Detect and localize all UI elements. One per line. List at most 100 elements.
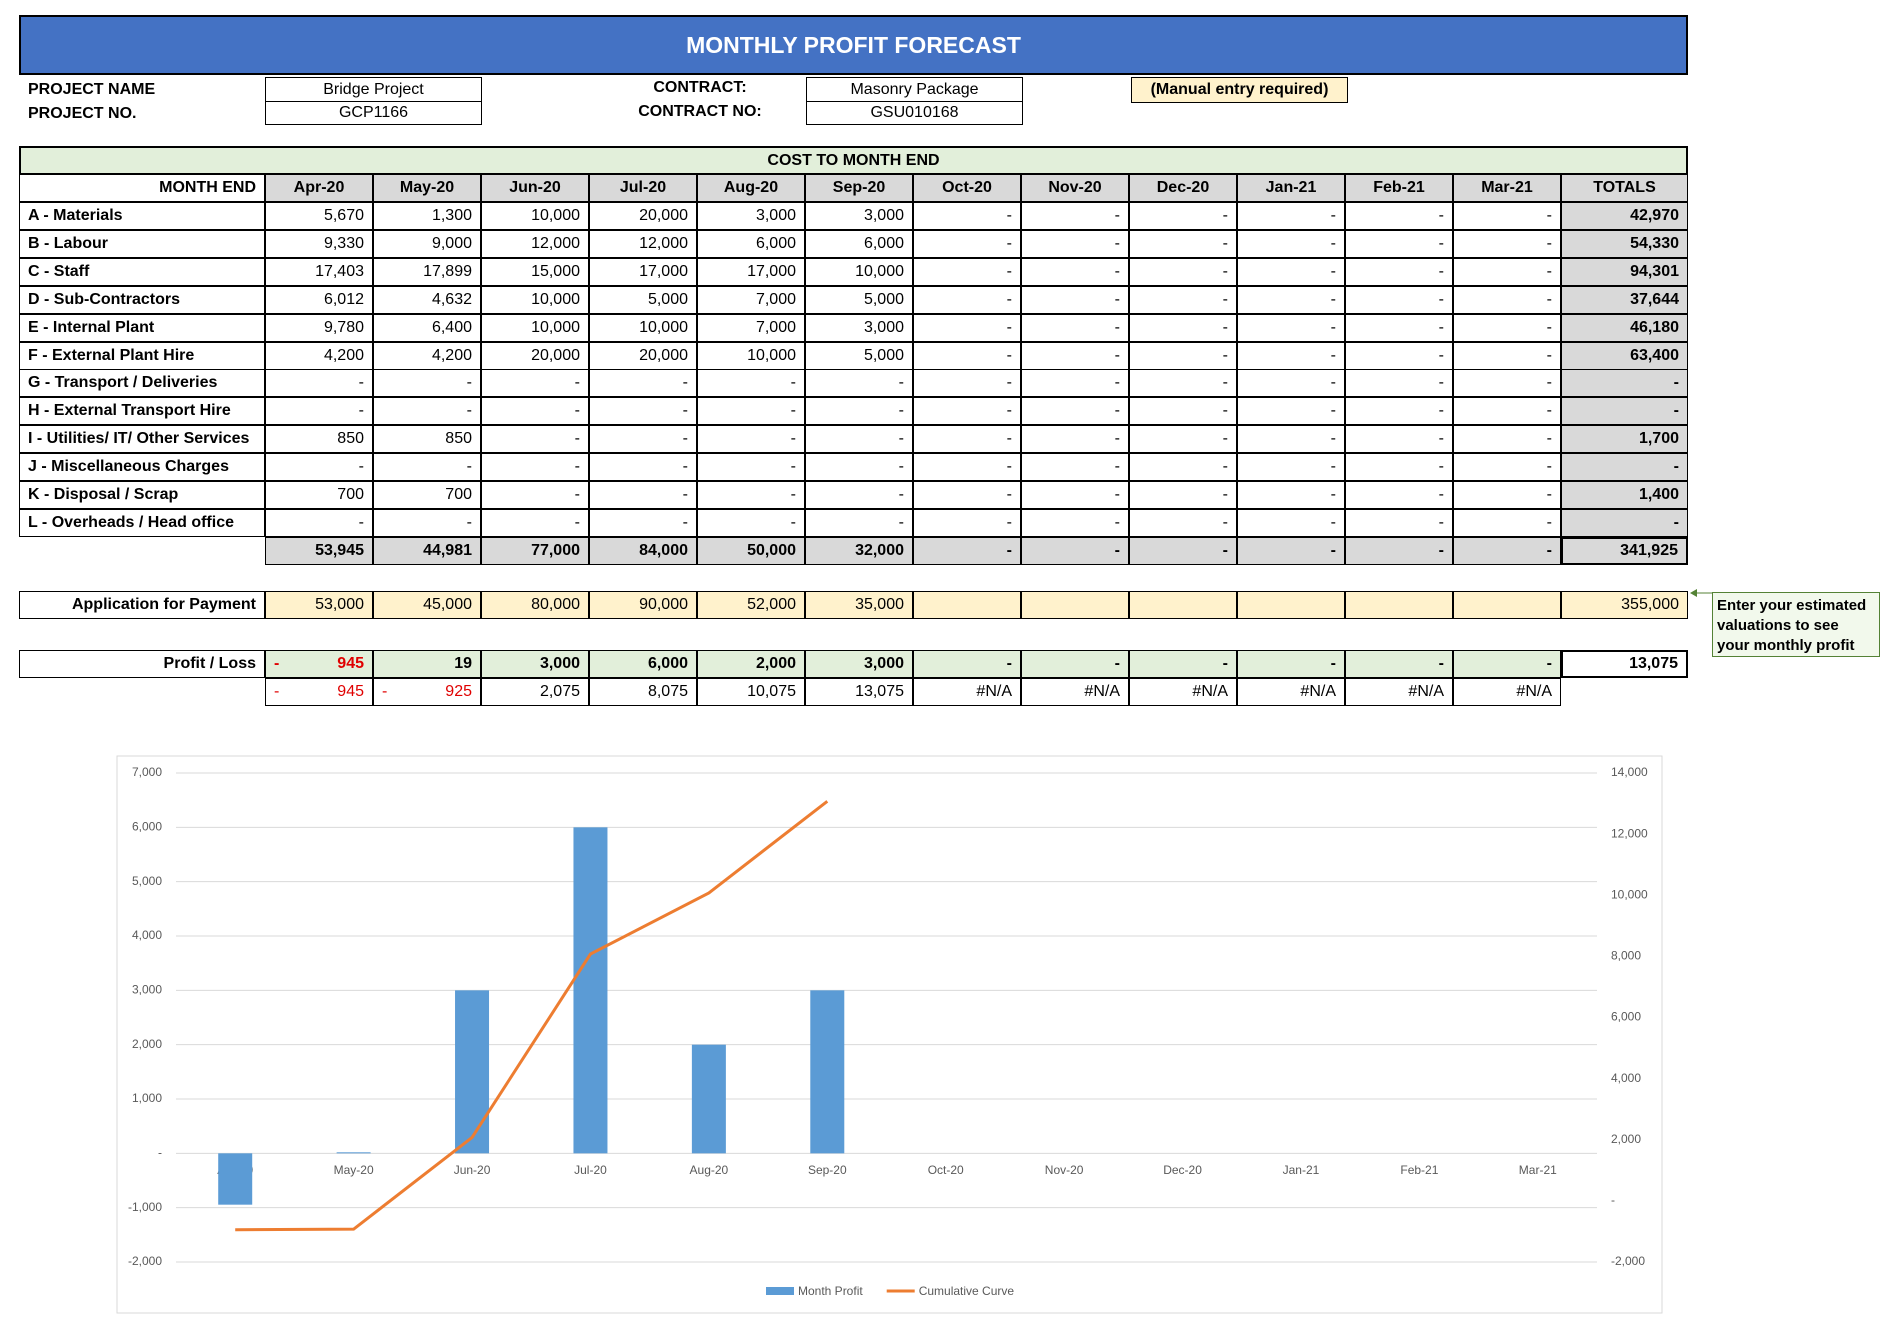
y2-tick-label: 8,000 (1611, 949, 1641, 963)
cell: - (589, 453, 697, 482)
cell: Dec-20 (1129, 174, 1237, 202)
neg-amount: 945 (337, 683, 364, 700)
cell: - (913, 341, 1021, 370)
legend-label: Month Profit (798, 1284, 863, 1298)
x-tick-label: Jun-20 (454, 1163, 491, 1177)
cell: 53,000 (265, 591, 373, 619)
note-line: valuations to see (1717, 617, 1839, 634)
cell: I - Utilities/ IT/ Other Services (19, 425, 265, 454)
neg-amount: 925 (445, 683, 472, 700)
cell: Aug-20 (697, 174, 805, 202)
neg-sign: - (274, 683, 280, 700)
cell: - (265, 397, 373, 426)
x-tick-label: Aug-20 (690, 1163, 729, 1177)
cell: Nov-20 (1021, 174, 1129, 202)
cell: - (373, 397, 481, 426)
cell: - (1021, 313, 1129, 342)
cell: - (913, 536, 1021, 565)
x-tick-label: Dec-20 (1163, 1163, 1202, 1177)
cell: 5,000 (805, 341, 913, 370)
cell: - (1237, 257, 1345, 286)
cell: - (805, 369, 913, 398)
cell: 10,000 (589, 313, 697, 342)
y-tick-label: 3,000 (132, 983, 162, 997)
cell: - (1345, 397, 1453, 426)
cell: 850 (265, 425, 373, 454)
cell: - (913, 313, 1021, 342)
x-tick-label: Jul-20 (574, 1163, 607, 1177)
y-tick-label: 7,000 (132, 765, 162, 779)
cell: Feb-21 (1345, 174, 1453, 202)
cell: - (1129, 369, 1237, 398)
cell: May-20 (373, 174, 481, 202)
cell: 77,000 (481, 536, 589, 565)
cell: 3,000 (805, 650, 913, 678)
label: CONTRACT NO: (638, 103, 762, 120)
cell: - (805, 508, 913, 537)
cell: - (1345, 369, 1453, 398)
cell: - (697, 481, 805, 509)
cell: - (1021, 650, 1129, 678)
cell: - (805, 481, 913, 509)
y-tick-label: - (158, 1146, 162, 1160)
cell: 10,000 (805, 257, 913, 286)
cell: - (1561, 508, 1688, 537)
cell: - (1453, 229, 1561, 258)
cell: - (697, 508, 805, 537)
cell (1129, 591, 1237, 619)
cell: - (1021, 285, 1129, 314)
cell: - (1561, 453, 1688, 482)
cell: 355,000 (1561, 591, 1688, 619)
cell: - (1021, 341, 1129, 370)
cell: 5,000 (589, 285, 697, 314)
cell (1237, 591, 1345, 619)
cell: - (1129, 453, 1237, 482)
cell: Mar-21 (1453, 174, 1561, 202)
cell: 1,300 (373, 202, 481, 230)
cell: 17,000 (697, 257, 805, 286)
cell: - (1237, 313, 1345, 342)
cell: - (1021, 536, 1129, 565)
cell: #N/A (1021, 678, 1129, 706)
bar (336, 1152, 371, 1154)
x-tick-label: Oct-20 (928, 1163, 964, 1177)
cell: - (1237, 481, 1345, 509)
cell: - (1345, 202, 1453, 230)
cell: - (1237, 369, 1345, 398)
cell: - (1453, 508, 1561, 537)
cell: - (1345, 285, 1453, 314)
cell: 1,400 (1561, 481, 1688, 509)
cell: - (913, 285, 1021, 314)
y2-tick-label: 12,000 (1611, 826, 1648, 840)
y-tick-label: -2,000 (128, 1254, 162, 1268)
cell: 94,301 (1561, 257, 1688, 286)
cell: 84,000 (589, 536, 697, 565)
cell: 10,000 (481, 313, 589, 342)
cell: - (589, 425, 697, 454)
cell: - 945 (265, 678, 373, 706)
cell: 20,000 (589, 341, 697, 370)
cell: 13,075 (1561, 650, 1688, 678)
cell: - (697, 453, 805, 482)
cell: 12,000 (589, 229, 697, 258)
cell: #N/A (1237, 678, 1345, 706)
cell: - (805, 397, 913, 426)
cell: 80,000 (481, 591, 589, 619)
note-box: Enter your estimated valuations to see y… (1712, 592, 1880, 657)
cell: 44,981 (373, 536, 481, 565)
cell: - (1345, 257, 1453, 286)
y-tick-label: 4,000 (132, 928, 162, 942)
cell: 53,945 (265, 536, 373, 565)
cell: 3,000 (805, 313, 913, 342)
cell: - (913, 397, 1021, 426)
y-tick-label: 6,000 (132, 820, 162, 834)
cell: - (1453, 313, 1561, 342)
y-tick-label: 2,000 (132, 1037, 162, 1051)
cell: - (1129, 536, 1237, 565)
cell: - (697, 425, 805, 454)
cell: 17,403 (265, 257, 373, 286)
cell: 9,000 (373, 229, 481, 258)
cell: Jul-20 (589, 174, 697, 202)
cell: - (1129, 313, 1237, 342)
cell: 4,200 (373, 341, 481, 370)
